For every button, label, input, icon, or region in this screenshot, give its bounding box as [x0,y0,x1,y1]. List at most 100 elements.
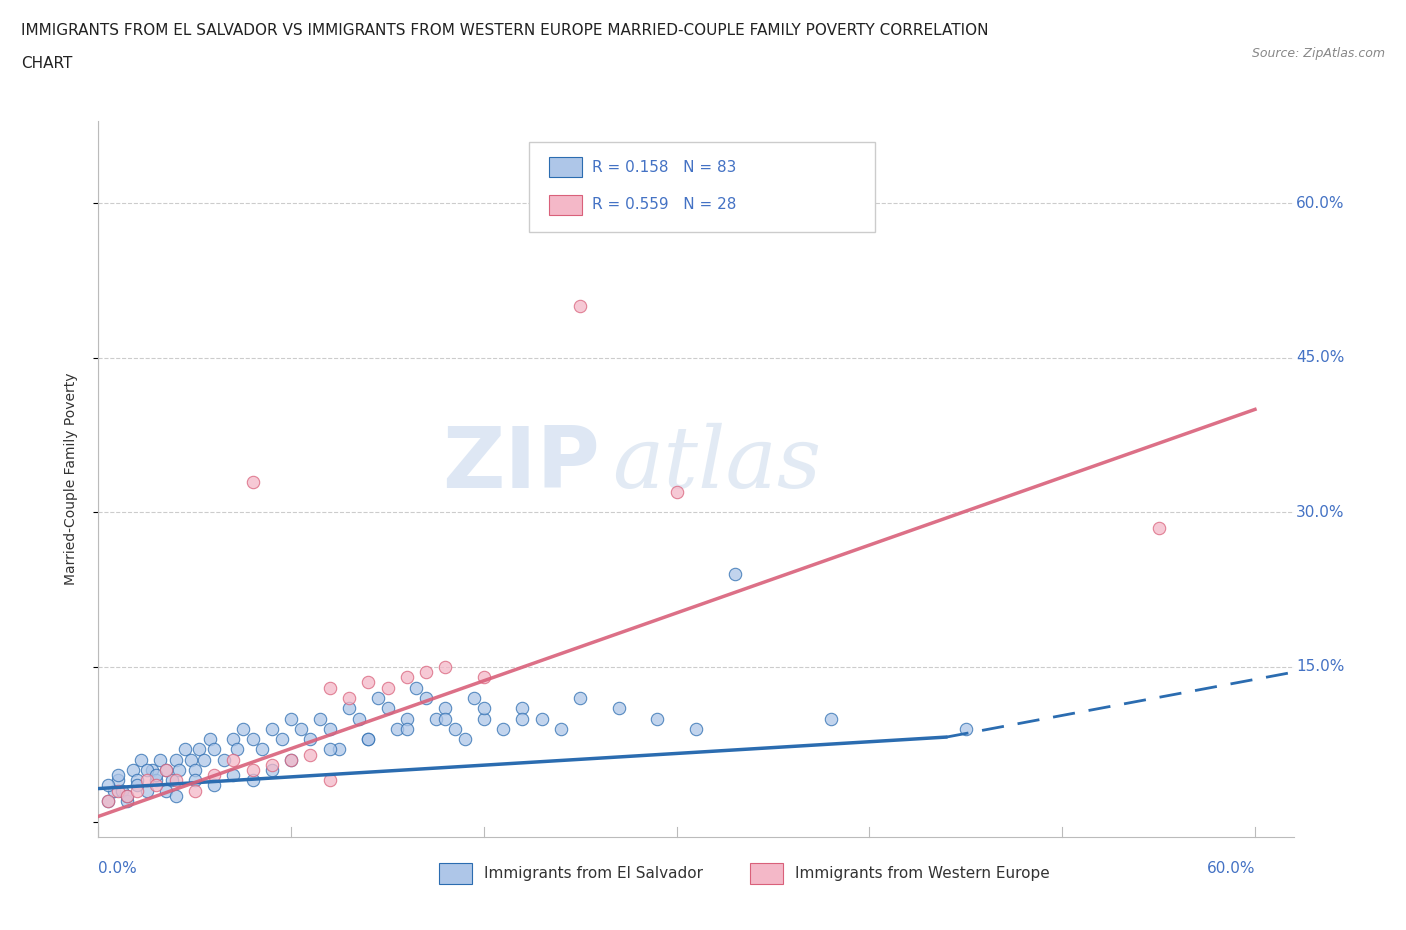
Point [723,566,745,581]
Point [405,680,427,695]
Point [512,711,534,726]
Point [184,763,207,777]
Point [135,773,157,788]
Point [242,474,264,489]
Point [290,722,312,737]
Point [820,711,842,726]
Point [377,701,399,716]
Point [184,773,207,788]
Point [202,768,225,783]
Point [117,789,139,804]
Text: 30.0%: 30.0% [1296,505,1344,520]
Point [453,732,475,747]
Point [180,752,202,767]
Point [110,783,132,798]
Point [357,732,380,747]
Text: 60.0%: 60.0% [1206,860,1256,876]
Point [647,711,669,726]
Point [155,763,177,777]
FancyBboxPatch shape [749,863,783,884]
Text: CHART: CHART [21,56,73,71]
Point [97,793,120,808]
Point [665,485,688,499]
Point [357,732,380,747]
Point [685,722,707,737]
Point [165,752,187,767]
Point [242,732,264,747]
FancyBboxPatch shape [548,157,582,178]
Point [202,778,225,793]
Point [222,752,245,767]
Point [280,752,302,767]
Point [1147,521,1170,536]
Point [222,768,245,783]
Point [425,711,447,726]
Point [193,752,215,767]
Y-axis label: Married-Couple Family Poverty: Married-Couple Family Poverty [63,373,77,585]
Point [145,773,167,788]
Point [125,778,148,793]
Point [377,680,399,695]
Point [569,299,592,313]
Point [222,732,245,747]
Point [337,701,360,716]
Point [107,773,129,788]
Point [232,722,254,737]
Point [97,793,120,808]
Point [319,722,342,737]
Point [444,722,467,737]
Point [530,711,553,726]
Point [328,742,350,757]
Point [434,701,457,716]
Text: R = 0.158   N = 83: R = 0.158 N = 83 [592,160,737,175]
Point [117,793,139,808]
Text: ZIP: ZIP [443,423,600,506]
Text: Source: ZipAtlas.com: Source: ZipAtlas.com [1251,46,1385,60]
Point [160,773,183,788]
Point [252,742,274,757]
Point [103,783,125,798]
Point [242,763,264,777]
Point [395,722,418,737]
Point [212,752,235,767]
Point [395,670,418,684]
Point [309,711,332,726]
Text: atlas: atlas [613,423,821,506]
Point [129,752,152,767]
Point [155,783,177,798]
Point [512,701,534,716]
Point [135,783,157,798]
Point [242,773,264,788]
Point [607,701,630,716]
Point [319,742,342,757]
Point [955,722,977,737]
Point [299,747,322,762]
Point [463,690,485,705]
Text: Immigrants from El Salvador: Immigrants from El Salvador [485,866,703,881]
Point [280,752,302,767]
Point [200,732,222,747]
Point [174,742,197,757]
Text: IMMIGRANTS FROM EL SALVADOR VS IMMIGRANTS FROM WESTERN EUROPE MARRIED-COUPLE FAM: IMMIGRANTS FROM EL SALVADOR VS IMMIGRANT… [21,23,988,38]
Point [569,690,592,705]
Point [184,783,207,798]
Point [155,763,177,777]
Point [125,773,148,788]
Point [135,763,157,777]
Point [270,732,292,747]
Point [260,757,283,772]
Text: R = 0.559   N = 28: R = 0.559 N = 28 [592,197,737,212]
Point [260,722,283,737]
Point [385,722,409,737]
Point [434,659,457,674]
FancyBboxPatch shape [439,863,472,884]
Point [107,768,129,783]
Point [550,722,572,737]
Text: Immigrants from Western Europe: Immigrants from Western Europe [796,866,1050,881]
Point [395,711,418,726]
Point [472,670,495,684]
Point [202,742,225,757]
Point [319,680,342,695]
Point [149,752,172,767]
Point [492,722,515,737]
